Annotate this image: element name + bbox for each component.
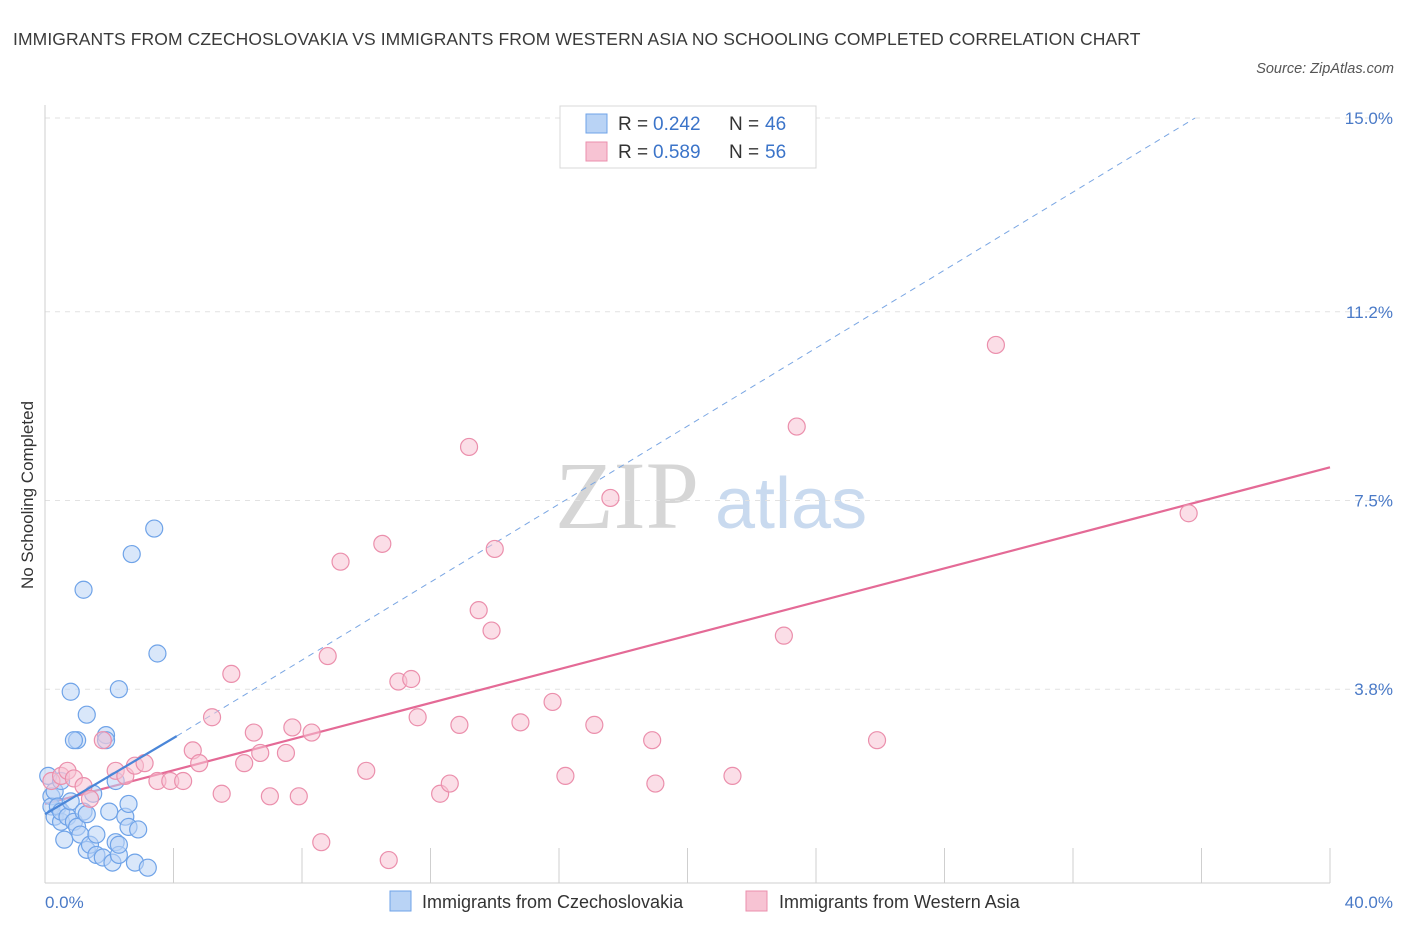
y-tick-label-1: 7.5% bbox=[1354, 492, 1393, 511]
point-czechoslovakia-38 bbox=[148, 644, 167, 663]
point-western-asia-49 bbox=[646, 774, 665, 793]
watermark-atlas: atlas bbox=[715, 464, 867, 544]
legend-swatch-western-asia bbox=[585, 141, 608, 162]
point-western-asia-37 bbox=[440, 774, 459, 793]
point-western-asia-41 bbox=[482, 621, 501, 640]
axes bbox=[44, 105, 1331, 884]
y-tick-label-0: 3.8% bbox=[1354, 680, 1393, 699]
point-western-asia-18 bbox=[222, 664, 241, 684]
y-tick-label-3: 15.0% bbox=[1345, 109, 1393, 128]
y-tick-labels: 3.8% 7.5% 11.2% 15.0% bbox=[1345, 109, 1393, 699]
point-western-asia-52 bbox=[787, 417, 806, 436]
point-czechoslovakia-41 bbox=[61, 682, 80, 701]
trend-line-czechoslovakia-extension bbox=[176, 117, 1196, 737]
point-western-asia-23 bbox=[276, 743, 296, 763]
series-label-western-asia: Immigrants from Western Asia bbox=[779, 892, 1021, 912]
point-western-asia-17 bbox=[212, 784, 231, 803]
point-czechoslovakia-37 bbox=[145, 519, 164, 538]
point-western-asia-25 bbox=[289, 787, 308, 806]
point-western-asia-54 bbox=[986, 335, 1006, 355]
point-western-asia-42 bbox=[485, 539, 504, 559]
point-czechoslovakia-33 bbox=[119, 794, 138, 814]
legend-r-value-1: 0.242 bbox=[653, 114, 701, 135]
point-western-asia-10 bbox=[135, 754, 154, 773]
point-czechoslovakia-35 bbox=[129, 820, 148, 839]
point-western-asia-24 bbox=[283, 718, 302, 737]
legend-n-value-2: 56 bbox=[765, 142, 786, 163]
point-western-asia-21 bbox=[251, 743, 270, 763]
y-axis-title: No Schooling Completed bbox=[18, 401, 37, 589]
legend-r-label-1: R = bbox=[618, 114, 648, 135]
series-label-czechoslovakia: Immigrants from Czechoslovakia bbox=[422, 892, 684, 912]
point-czechoslovakia-44 bbox=[77, 805, 96, 824]
correlation-legend: R = 0.242 N = 46 R = 0.589 N = 56 bbox=[559, 105, 817, 169]
legend-n-value-1: 46 bbox=[765, 114, 786, 135]
point-czechoslovakia-16 bbox=[77, 705, 96, 724]
x-tick-label-min: 0.0% bbox=[45, 893, 84, 912]
point-western-asia-6 bbox=[93, 731, 112, 750]
point-western-asia-15 bbox=[190, 754, 209, 773]
point-czechoslovakia-43 bbox=[64, 731, 84, 750]
point-czechoslovakia-25 bbox=[100, 802, 119, 821]
point-western-asia-39 bbox=[459, 437, 479, 457]
legend-n-label-1: N = bbox=[729, 114, 759, 135]
legend-r-label-2: R = bbox=[618, 142, 648, 163]
legend-r-value-2: 0.589 bbox=[653, 142, 701, 163]
point-czechoslovakia-30 bbox=[109, 835, 128, 854]
point-western-asia-43 bbox=[511, 713, 530, 732]
watermark-zip: ZIP bbox=[555, 442, 699, 549]
point-western-asia-51 bbox=[774, 626, 793, 645]
point-western-asia-44 bbox=[543, 692, 562, 712]
point-western-asia-50 bbox=[723, 766, 742, 786]
point-western-asia-53 bbox=[867, 731, 887, 750]
point-western-asia-45 bbox=[556, 766, 575, 786]
point-czechoslovakia-8 bbox=[55, 830, 74, 849]
point-western-asia-30 bbox=[357, 761, 376, 780]
point-czechoslovakia-21 bbox=[87, 825, 106, 844]
point-western-asia-48 bbox=[643, 731, 662, 750]
legend-swatch-czechoslovakia bbox=[585, 113, 608, 134]
point-western-asia-46 bbox=[585, 715, 604, 735]
point-western-asia-20 bbox=[244, 723, 263, 742]
point-czechoslovakia-36 bbox=[138, 858, 157, 877]
series-legend: Immigrants from Czechoslovakia Immigrant… bbox=[389, 890, 1021, 912]
point-western-asia-34 bbox=[402, 669, 421, 689]
point-western-asia-26 bbox=[302, 723, 321, 742]
y-tick-label-2: 11.2% bbox=[1346, 303, 1393, 322]
point-western-asia-28 bbox=[318, 646, 337, 666]
point-western-asia-47 bbox=[601, 488, 620, 508]
series-swatch-czechoslovakia bbox=[389, 890, 412, 912]
series-swatch-western-asia bbox=[745, 890, 768, 912]
point-western-asia-55 bbox=[1179, 504, 1198, 523]
x-tick-label-max: 40.0% bbox=[1345, 893, 1393, 912]
gridlines bbox=[45, 117, 1393, 690]
point-western-asia-31 bbox=[373, 534, 392, 553]
point-western-asia-22 bbox=[260, 787, 279, 806]
point-western-asia-38 bbox=[450, 715, 469, 735]
point-czechoslovakia-39 bbox=[122, 544, 141, 564]
point-western-asia-27 bbox=[312, 833, 331, 852]
trend-line-czechoslovakia bbox=[44, 735, 178, 816]
data-points bbox=[39, 335, 1198, 877]
point-western-asia-35 bbox=[408, 708, 427, 727]
point-western-asia-32 bbox=[379, 850, 398, 870]
point-western-asia-16 bbox=[202, 708, 222, 727]
point-western-asia-13 bbox=[174, 771, 193, 791]
point-czechoslovakia-40 bbox=[74, 580, 93, 599]
point-western-asia-40 bbox=[469, 601, 488, 620]
chart-title: IMMIGRANTS FROM CZECHOSLOVAKIA VS IMMIGR… bbox=[13, 29, 1141, 49]
source-label: Source: ZipAtlas.com bbox=[1256, 61, 1394, 77]
legend-n-label-2: N = bbox=[729, 142, 759, 163]
point-western-asia-29 bbox=[331, 552, 350, 571]
point-western-asia-19 bbox=[235, 754, 254, 773]
point-western-asia-5 bbox=[80, 789, 100, 808]
point-czechoslovakia-42 bbox=[109, 680, 128, 699]
